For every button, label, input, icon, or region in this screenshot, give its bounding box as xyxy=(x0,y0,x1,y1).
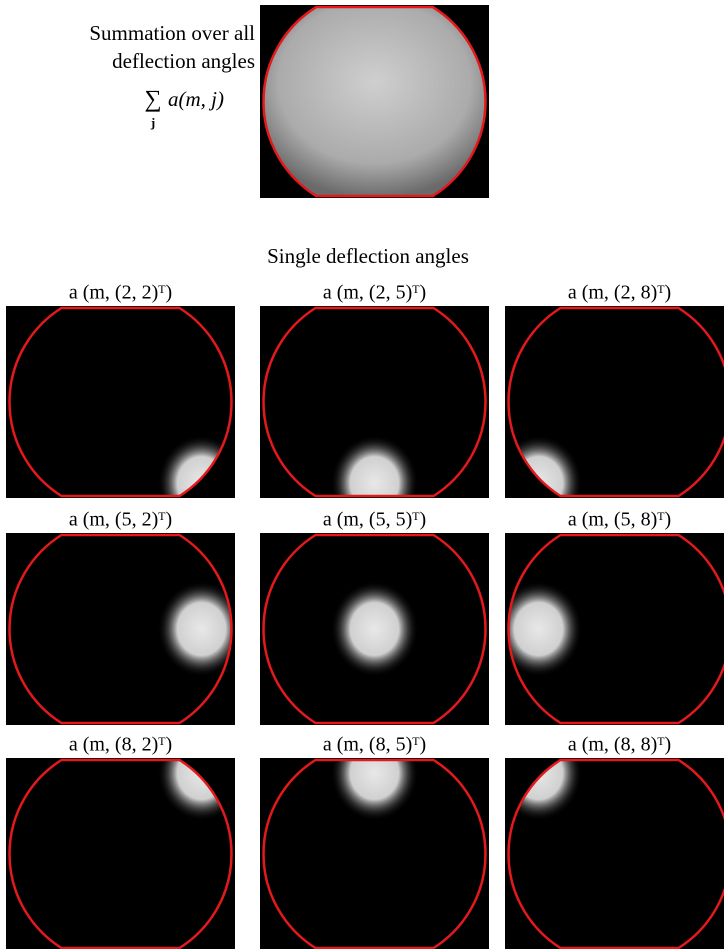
image-content xyxy=(330,760,419,821)
aperture-outline xyxy=(507,533,724,725)
image-panel xyxy=(6,758,235,949)
section-title: Single deflection angles xyxy=(267,244,469,268)
panel-label: a (m, (5, 8)ᵀ) xyxy=(568,509,671,531)
sum-subscript: j xyxy=(150,115,155,130)
summed-intensity xyxy=(263,7,486,196)
aperture-outline xyxy=(8,533,233,725)
intensity-spot xyxy=(157,581,232,677)
image-content xyxy=(508,581,583,677)
panel-label: a (m, (2, 5)ᵀ) xyxy=(323,282,426,304)
image-panel xyxy=(260,533,489,725)
caption-line: deflection angles xyxy=(112,49,255,73)
intensity-spot xyxy=(330,581,419,677)
intensity-spot xyxy=(508,581,583,677)
aperture-outline xyxy=(507,306,724,498)
image-panel xyxy=(505,306,724,498)
panel-label: a (m, (5, 2)ᵀ) xyxy=(69,509,172,531)
panel-label: a (m, (2, 2)ᵀ) xyxy=(69,282,172,304)
image-content xyxy=(330,435,419,496)
sum-term: a(m, j) xyxy=(168,87,224,111)
aperture-outline xyxy=(262,306,487,498)
image-panel xyxy=(6,533,235,725)
aperture-outline xyxy=(507,758,724,949)
aperture-outline xyxy=(262,758,487,949)
image-panel xyxy=(505,533,724,725)
panel-label: a (m, (5, 5)ᵀ) xyxy=(323,509,426,531)
image-content xyxy=(157,581,232,677)
aperture-outline xyxy=(8,758,233,949)
intensity-spot xyxy=(330,760,419,821)
image-panel xyxy=(505,758,724,949)
caption-line: Summation over all xyxy=(89,21,255,45)
sum-operator: ∑ xyxy=(144,87,161,113)
image-panel xyxy=(260,306,489,498)
image-content xyxy=(263,7,486,196)
image-panel xyxy=(6,306,235,498)
aperture-outline xyxy=(262,5,487,198)
image-content xyxy=(330,581,419,677)
panel-label: a (m, (2, 8)ᵀ) xyxy=(568,282,671,304)
intensity-spot xyxy=(330,435,419,496)
image-panel xyxy=(260,758,489,949)
image-panel xyxy=(260,5,489,198)
panel-label: a (m, (8, 5)ᵀ) xyxy=(323,734,426,756)
panel-label: a (m, (8, 2)ᵀ) xyxy=(69,734,172,756)
aperture-outline xyxy=(8,306,233,498)
aperture-outline xyxy=(262,533,487,725)
panel-label: a (m, (8, 8)ᵀ) xyxy=(568,734,671,756)
